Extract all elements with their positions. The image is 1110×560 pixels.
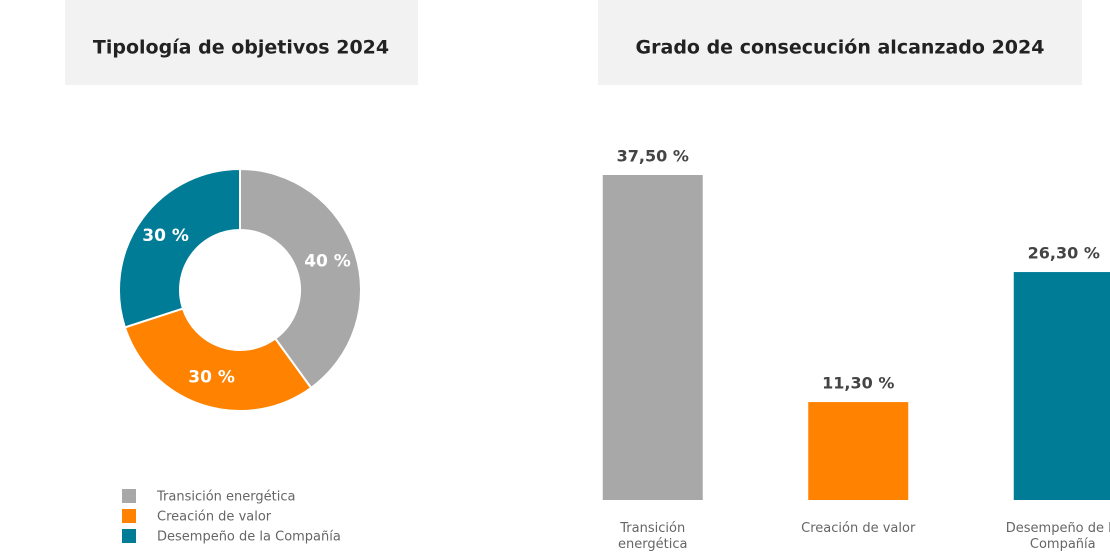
legend-label: Transición energética (156, 490, 295, 505)
title-box (598, 0, 1082, 85)
x-tick-label: Transición energética (618, 521, 688, 552)
x-tick-label: Creación de valor (801, 521, 916, 536)
donut-slice (123, 307, 313, 412)
legend-label: Creación de valor (157, 510, 272, 525)
data-label: 30 % (188, 367, 235, 387)
data-label: 11,30 % (822, 374, 894, 393)
chart-title: Tipología de objetivos 2024 (93, 37, 389, 59)
data-label: 30 % (142, 226, 189, 246)
legend-swatch (122, 529, 136, 543)
legend-swatch (122, 489, 136, 503)
donut-slice (118, 167, 241, 329)
data-label: 37,50 % (617, 147, 689, 166)
data-label: 40 % (304, 252, 351, 272)
chart-title: Grado de consecución alcanzado 2024 (636, 37, 1045, 59)
legend-swatch (122, 509, 136, 523)
bar (602, 175, 703, 500)
donut-slice (239, 167, 362, 390)
data-label: 26,30 % (1028, 244, 1100, 263)
x-tick-label: Desempeño de la Compañía (1005, 521, 1110, 552)
bar (808, 402, 909, 500)
bar (1013, 272, 1110, 500)
title-box (65, 0, 418, 85)
legend-label: Desempeño de la Compañía (157, 530, 341, 545)
